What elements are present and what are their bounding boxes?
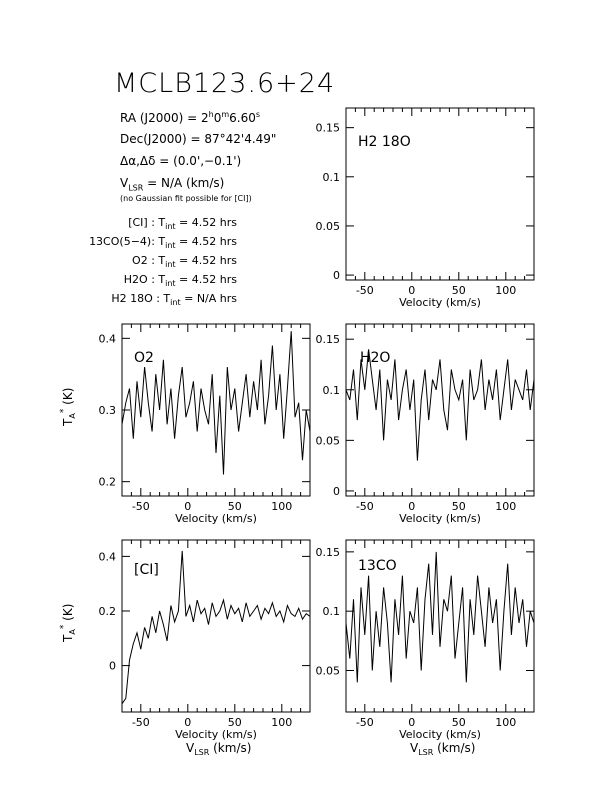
- panel-o2: -50 0 50 100 0.2 0.3 0.4 Velocity (km/s) TA* (K)…: [59, 323, 311, 525]
- y-tick-label: 0.1: [323, 605, 341, 618]
- y-tick-label: 0.05: [316, 664, 341, 677]
- y-tick-label: 0.3: [99, 404, 117, 417]
- panel-ci: -50 0 50 100 0 0.2 0.4 Velocity (km/s)VLSR (km/…: [59, 539, 311, 757]
- offset-value: (0.0',−0.1'): [173, 154, 242, 168]
- x-axis-label: Velocity (km/s): [175, 728, 257, 741]
- y-tick-label: 0.1: [323, 171, 341, 184]
- x-axis-label: Velocity (km/s): [399, 512, 481, 525]
- x-tick-label: 100: [495, 500, 516, 513]
- line-label: [CI]: [134, 562, 159, 578]
- x-axis-label: Velocity (km/s): [399, 728, 481, 741]
- x-tick-label: 100: [271, 716, 292, 729]
- x-tick-label: 50: [228, 716, 242, 729]
- line-label: 13CO: [358, 558, 397, 574]
- y-tick-label: 0.4: [99, 332, 117, 345]
- y-tick-label: 0: [109, 660, 116, 673]
- panel-h2o: -50 0 50 100 0 0.05 0.1 0.15 Velocity (km/s) H2O: [316, 323, 535, 525]
- dec-row: Dec(J2000) = 87°42'4.49": [120, 132, 277, 146]
- ra-seconds: 6.60: [229, 111, 256, 125]
- y-tick-label: 0.1: [323, 384, 341, 397]
- y-tick-label: 0.2: [99, 605, 117, 618]
- x-tick-label: 0: [184, 716, 191, 729]
- y-tick-label: 0.05: [316, 434, 341, 447]
- x-tick-label: 100: [271, 500, 292, 513]
- spectrum-line: [121, 550, 311, 705]
- x-tick-label: -50: [356, 284, 374, 297]
- ra-row: RA (J2000) = 2h0m6.60s: [120, 110, 261, 125]
- x-tick-label: 50: [228, 500, 242, 513]
- line-label: H2 18O: [358, 134, 411, 150]
- ra-minutes: 0: [213, 111, 222, 125]
- x-tick-label: 0: [408, 716, 415, 729]
- x-tick-label: 100: [495, 716, 516, 729]
- x-tick-label: -50: [356, 716, 374, 729]
- y-tick-label: 0.15: [316, 546, 341, 559]
- line-label: H2O: [360, 350, 390, 366]
- tint-13co: 13CO(5−4): Tint = 4.52 hrs: [89, 235, 237, 251]
- offset-label: Δα,Δδ: [120, 154, 156, 168]
- y-tick-label: 0.2: [99, 476, 117, 489]
- spectrum-line: [121, 331, 311, 475]
- line-label: O2: [134, 350, 154, 366]
- spectrum-line: [345, 349, 535, 461]
- tint-o2: O2 : Tint = 4.52 hrs: [132, 254, 237, 270]
- tint-h218o: H2 18O : Tint = N/A hrs: [111, 292, 237, 308]
- vlsr-value: N/A (km/s): [161, 176, 225, 190]
- source-title: MCLB123.6+24: [114, 68, 336, 99]
- y-tick-label: 0: [333, 269, 340, 282]
- y-axis-label: TA* (K): [59, 604, 77, 643]
- ra-hours: 2: [201, 111, 209, 125]
- y-tick-label: 0.05: [316, 220, 341, 233]
- dec-value: 87°42'4.49": [204, 132, 277, 146]
- x-tick-label: 50: [452, 284, 466, 297]
- tint-h2o: H2O : Tint = 4.52 hrs: [123, 273, 237, 289]
- vlsr-row: VLSR = N/A (km/s): [120, 176, 225, 193]
- y-tick-label: 0.15: [316, 333, 341, 346]
- spectrum-line: [345, 551, 535, 683]
- x-tick-label: -50: [356, 500, 374, 513]
- x-tick-label: -50: [132, 716, 150, 729]
- x-tick-label: 100: [495, 284, 516, 297]
- x-tick-label: -50: [132, 500, 150, 513]
- vlsr-note: (no Gaussian fit possible for [CI]): [120, 194, 252, 203]
- vlsr-axis-label: VLSR (km/s): [410, 741, 475, 757]
- x-axis-label: Velocity (km/s): [399, 296, 481, 309]
- x-tick-label: 50: [452, 500, 466, 513]
- panel-13co: -50 0 50 100 0.05 0.1 0.15 Velocity (km/s)VLSR …: [316, 539, 535, 757]
- y-tick-label: 0.4: [99, 550, 117, 563]
- y-tick-label: 0: [333, 485, 340, 498]
- dec-label: Dec(J2000): [120, 132, 187, 146]
- panel-h218o: -50 0 50 100 0 0.05 0.1 0.15 Velocity (km/s) H2 1…: [316, 107, 535, 309]
- offset-row: Δα,Δδ = (0.0',−0.1'): [120, 154, 242, 168]
- vlsr-axis-label: VLSR (km/s): [186, 741, 251, 757]
- y-axis-label: TA* (K): [59, 388, 77, 427]
- vlsr-label: VLSR: [120, 176, 144, 193]
- ra-label: RA (J2000): [120, 111, 184, 125]
- x-tick-label: 50: [452, 716, 466, 729]
- x-tick-label: 0: [408, 284, 415, 297]
- tint-ci: [CI] : Tint = 4.52 hrs: [128, 216, 237, 232]
- x-tick-label: 0: [184, 500, 191, 513]
- x-tick-label: 0: [408, 500, 415, 513]
- x-axis-label: Velocity (km/s): [175, 512, 257, 525]
- y-tick-label: 0.15: [316, 122, 341, 135]
